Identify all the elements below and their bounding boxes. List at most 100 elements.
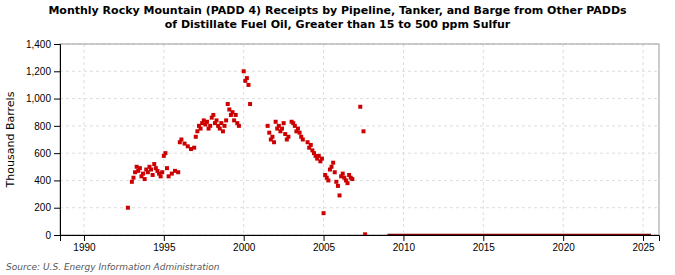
tick: 1,200 <box>26 66 60 77</box>
point <box>334 180 338 184</box>
grid-line-y <box>60 207 659 208</box>
grid-line-x <box>163 44 164 235</box>
point <box>234 113 238 117</box>
y-axis-label: Thousand Barrels <box>4 91 17 188</box>
tick-mark <box>84 235 85 241</box>
grid-line-x <box>483 44 484 235</box>
tick-label: 2015 <box>473 242 496 253</box>
tick: 200 <box>34 202 60 213</box>
tick-mark <box>54 153 60 154</box>
point <box>266 124 270 128</box>
point <box>309 143 313 147</box>
marks <box>126 69 651 235</box>
tick: 2000 <box>233 235 256 253</box>
point <box>330 165 334 169</box>
tick-label: 2000 <box>233 242 256 253</box>
tick-mark <box>563 235 564 241</box>
point <box>246 83 250 87</box>
x-axis: 1990 1995 2000 2005 2010 2015 2020 2025 <box>61 235 660 253</box>
point <box>245 76 249 80</box>
point <box>346 181 350 185</box>
point <box>208 124 212 128</box>
point <box>242 69 246 73</box>
point <box>336 184 340 188</box>
point <box>248 102 252 106</box>
tick-mark <box>54 126 60 127</box>
point <box>194 135 198 139</box>
tick-label: 1990 <box>73 242 96 253</box>
tick: 1990 <box>73 235 96 253</box>
tick: 0 <box>45 230 60 241</box>
tick: 1,000 <box>26 93 60 104</box>
point <box>165 166 169 170</box>
source-note: Source: U.S. Energy Information Administ… <box>6 262 220 272</box>
tick-label: 2025 <box>632 242 655 253</box>
tick: 400 <box>34 175 60 186</box>
point <box>322 211 326 215</box>
point <box>341 172 345 176</box>
point <box>331 161 335 165</box>
tick: 2020 <box>553 235 576 253</box>
point <box>130 180 134 184</box>
grid-line-x <box>643 44 644 235</box>
point <box>205 120 209 124</box>
point <box>163 151 167 155</box>
point <box>296 127 300 131</box>
point <box>333 170 337 174</box>
axis-domain <box>61 236 660 242</box>
point <box>280 127 284 131</box>
tick-label: 1,000 <box>26 93 51 104</box>
tick-mark <box>403 235 404 241</box>
point <box>358 105 362 109</box>
plot: 1990199520002005201020152020202502004006… <box>26 39 660 253</box>
point <box>159 174 163 178</box>
point <box>151 173 155 177</box>
grid-line-x <box>323 44 324 235</box>
grid-line-y <box>60 180 659 181</box>
grid-line-x <box>563 44 564 235</box>
tick: 1995 <box>153 235 176 253</box>
point <box>237 124 241 128</box>
point <box>363 232 367 235</box>
point <box>274 120 278 124</box>
tick-label: 2005 <box>313 242 336 253</box>
grid <box>60 44 659 235</box>
tick-label: 0 <box>45 230 51 241</box>
tick-mark <box>643 235 644 241</box>
point <box>131 176 135 180</box>
grid-line-x <box>83 44 84 235</box>
tick: 2015 <box>473 235 496 253</box>
point <box>350 177 354 181</box>
tick-mark <box>483 235 484 241</box>
tick-mark <box>54 235 60 236</box>
point <box>270 135 274 139</box>
point <box>215 118 219 122</box>
grid-line-y <box>60 71 659 72</box>
point <box>338 193 342 197</box>
tick: 2025 <box>632 235 655 253</box>
point <box>272 140 276 144</box>
tick: 2010 <box>393 235 416 253</box>
grid-line-y <box>60 98 659 99</box>
tick-label: 2010 <box>393 242 416 253</box>
tick-label: 400 <box>34 175 51 186</box>
point <box>326 178 330 182</box>
point <box>143 177 147 181</box>
point <box>179 138 183 142</box>
tick: 800 <box>34 121 60 132</box>
tick-mark <box>164 235 165 241</box>
tick: 1,400 <box>26 39 60 50</box>
point <box>301 138 305 142</box>
tick-mark <box>54 99 60 100</box>
point <box>152 162 156 166</box>
tick-label: 200 <box>34 202 51 213</box>
point <box>223 124 227 128</box>
point <box>320 157 324 161</box>
point <box>176 170 180 174</box>
point <box>211 113 215 117</box>
point <box>160 170 164 174</box>
point <box>226 102 230 106</box>
point <box>192 146 196 150</box>
tick-mark <box>244 235 245 241</box>
point <box>267 131 271 135</box>
